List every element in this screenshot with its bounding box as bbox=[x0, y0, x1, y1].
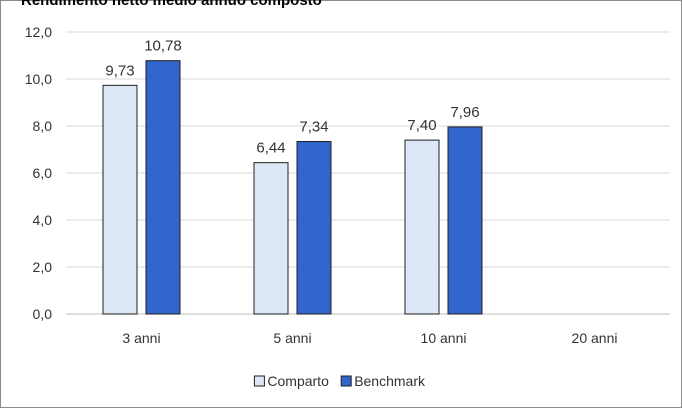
legend: Comparto Benchmark bbox=[253, 373, 426, 389]
y-axis: 0,0 2,0 4,0 6,0 8,0 10,0 12,0 bbox=[25, 24, 52, 322]
data-label: 7,34 bbox=[299, 119, 328, 136]
y-tick-label: 0,0 bbox=[33, 306, 53, 322]
x-axis: 3 anni 5 anni 10 anni 20 anni bbox=[122, 330, 617, 346]
data-label: 7,40 bbox=[407, 117, 436, 134]
data-label: 7,96 bbox=[450, 104, 479, 121]
bar-comparto bbox=[253, 162, 289, 315]
legend-label-comparto: Comparto bbox=[267, 373, 329, 389]
bar-benchmark bbox=[447, 126, 483, 315]
y-tick-label: 2,0 bbox=[33, 259, 53, 275]
legend-swatch-benchmark bbox=[340, 375, 352, 387]
x-tick-label: 20 anni bbox=[572, 330, 618, 346]
bar-comparto bbox=[102, 84, 138, 315]
y-tick-label: 12,0 bbox=[25, 24, 52, 40]
x-tick-label: 5 anni bbox=[273, 330, 311, 346]
chart-title: Rendimento netto medio annuo composto bbox=[21, 0, 322, 9]
legend-label-benchmark: Benchmark bbox=[354, 373, 426, 389]
y-tick-label: 6,0 bbox=[33, 165, 53, 181]
bar-benchmark bbox=[145, 60, 181, 315]
data-labels: 9,73 10,78 6,44 7,34 7,40 7,96 bbox=[105, 38, 479, 157]
data-label: 10,78 bbox=[144, 38, 182, 55]
x-tick-label: 10 anni bbox=[421, 330, 467, 346]
legend-swatch-comparto bbox=[253, 375, 265, 387]
y-tick-label: 4,0 bbox=[33, 212, 53, 228]
y-tick-label: 8,0 bbox=[33, 118, 53, 134]
data-label: 9,73 bbox=[105, 62, 134, 79]
bar-benchmark bbox=[296, 141, 332, 315]
bar-comparto bbox=[404, 139, 440, 315]
y-tick-label: 10,0 bbox=[25, 71, 52, 87]
x-tick-label: 3 anni bbox=[122, 330, 160, 346]
data-label: 6,44 bbox=[256, 140, 285, 157]
bars bbox=[102, 60, 483, 315]
